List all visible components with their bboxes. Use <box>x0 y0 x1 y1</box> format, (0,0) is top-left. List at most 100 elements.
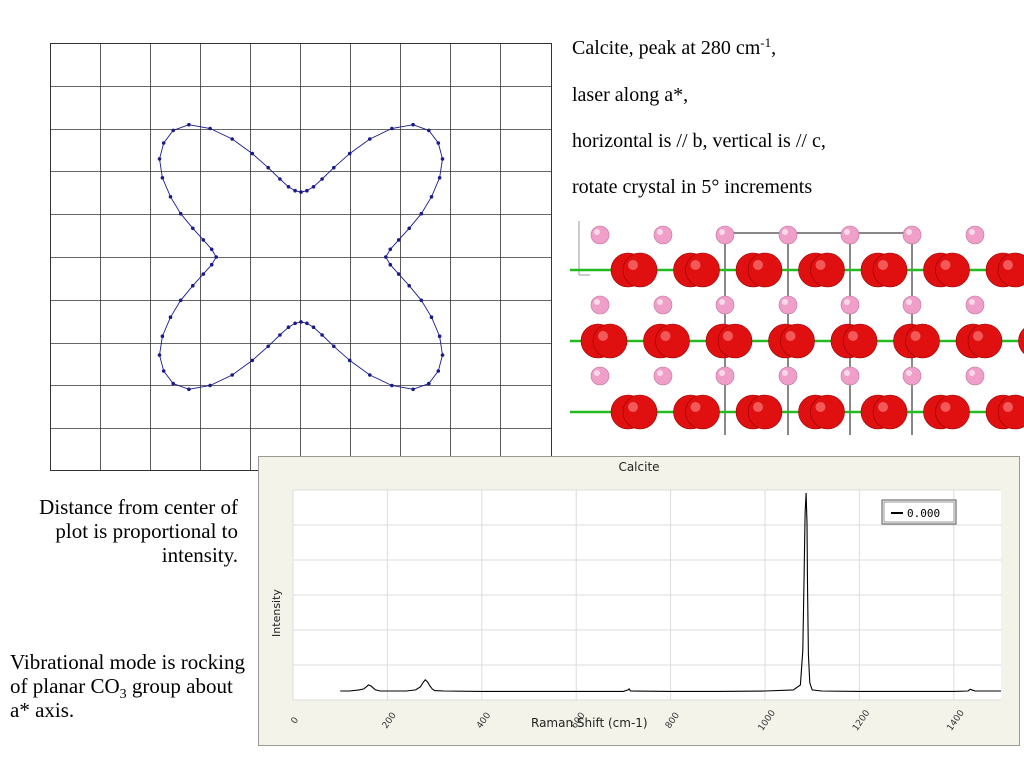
calcium-atom <box>590 225 610 245</box>
polar-point <box>178 298 183 303</box>
polar-point <box>347 151 352 156</box>
calcium-atom <box>902 366 922 386</box>
calcium-atom <box>965 225 985 245</box>
polar-point <box>429 315 434 320</box>
polar-point <box>419 298 424 303</box>
oxygen-atom <box>810 394 845 430</box>
polar-point <box>214 255 218 259</box>
polar-point <box>436 141 441 145</box>
polar-point <box>440 157 445 161</box>
caption-line-3: horizontal is // b, vertical is // c, <box>572 130 826 152</box>
polar-point <box>384 255 388 259</box>
oxygen-atom <box>622 394 658 430</box>
polar-point <box>411 122 415 127</box>
legend: 0.000 <box>881 499 957 525</box>
crystal-structure-image <box>570 221 1024 435</box>
polar-point <box>427 128 431 133</box>
polar-point <box>407 283 412 288</box>
x-tick-label: 1200 <box>851 708 872 733</box>
x-tick-label: 400 <box>475 711 493 731</box>
oxygen-atom <box>872 394 908 430</box>
calcium-atom <box>965 295 985 315</box>
mode-note-subscript: 3 <box>119 687 127 702</box>
polar-point <box>390 383 394 388</box>
x-tick-label: 800 <box>664 711 682 731</box>
polar-point <box>299 320 303 324</box>
x-axis-label: Raman Shift (cm-1) <box>531 716 648 730</box>
polar-point <box>208 126 212 131</box>
oxygen-atom <box>1018 328 1024 354</box>
polar-point <box>320 177 324 181</box>
polar-point <box>390 126 394 131</box>
oxygen-atom <box>967 323 1003 359</box>
polar-point <box>209 247 214 252</box>
polar-point <box>230 137 234 141</box>
calcium-atom <box>840 366 860 386</box>
caption-superscript: -1 <box>760 35 772 50</box>
polar-point <box>368 137 372 141</box>
calcium-atom <box>965 366 985 386</box>
polar-point <box>311 185 316 189</box>
polar-point <box>266 344 270 349</box>
calcium-atom <box>778 366 798 386</box>
polar-point <box>429 195 434 199</box>
polar-point <box>160 334 165 339</box>
calcium-atom <box>653 225 673 245</box>
polar-point <box>440 353 445 357</box>
polar-point <box>286 185 291 189</box>
polar-grid <box>50 43 552 471</box>
polar-point <box>419 211 424 216</box>
polar-point <box>388 262 393 267</box>
polar-point <box>171 381 175 386</box>
polar-point <box>250 358 255 363</box>
oxygen-atom <box>905 323 940 359</box>
oxygen-atom <box>717 323 753 359</box>
polar-point <box>161 141 166 145</box>
polar-point <box>191 226 195 231</box>
polar-point <box>305 321 309 326</box>
polar-point <box>168 315 173 320</box>
calcium-atom <box>840 295 860 315</box>
legend-label: 0.000 <box>907 507 940 520</box>
calcium-atom <box>840 225 860 245</box>
polar-point <box>305 188 309 193</box>
oxygen-atom <box>872 252 908 288</box>
oxygen-atom <box>685 252 720 288</box>
raman-spectrum-panel: Calcite 0 200 400 600 800 1000 1200 1400 Raman … <box>258 456 1020 746</box>
calcium-atom <box>653 295 673 315</box>
polar-point <box>230 373 234 377</box>
x-tick-label: 0 <box>290 715 302 726</box>
polar-point <box>396 272 401 276</box>
x-tick-label: 1400 <box>945 708 966 733</box>
spectrum-title: Calcite <box>618 460 659 474</box>
polar-point <box>427 381 431 386</box>
polar-point <box>201 238 206 242</box>
calcium-atom <box>902 225 922 245</box>
atoms <box>570 225 1024 430</box>
polar-point <box>396 238 401 242</box>
y-axis-label: Intensity <box>270 589 283 637</box>
polar-point <box>171 128 175 133</box>
polar-point <box>187 122 191 127</box>
polar-point <box>168 195 173 199</box>
polar-point <box>293 188 297 193</box>
polar-point <box>278 333 282 337</box>
calcium-atom <box>902 295 922 315</box>
polar-point <box>332 165 336 170</box>
polar-point <box>286 325 291 330</box>
polar-point <box>437 176 442 180</box>
polar-point <box>187 387 191 392</box>
polar-point <box>201 272 206 276</box>
polar-point <box>311 325 316 330</box>
oxygen-atom <box>747 252 783 288</box>
polar-point <box>250 151 255 156</box>
caption-line-2: laser along a*, <box>572 84 689 106</box>
polar-point <box>160 176 165 180</box>
polar-point <box>178 211 183 216</box>
oxygen-atom <box>747 394 783 430</box>
calcium-atom <box>715 295 735 315</box>
oxygen-atom <box>655 323 690 359</box>
polar-curve <box>157 122 445 392</box>
spectrum-grid <box>292 489 1001 701</box>
calcium-atom <box>653 366 673 386</box>
